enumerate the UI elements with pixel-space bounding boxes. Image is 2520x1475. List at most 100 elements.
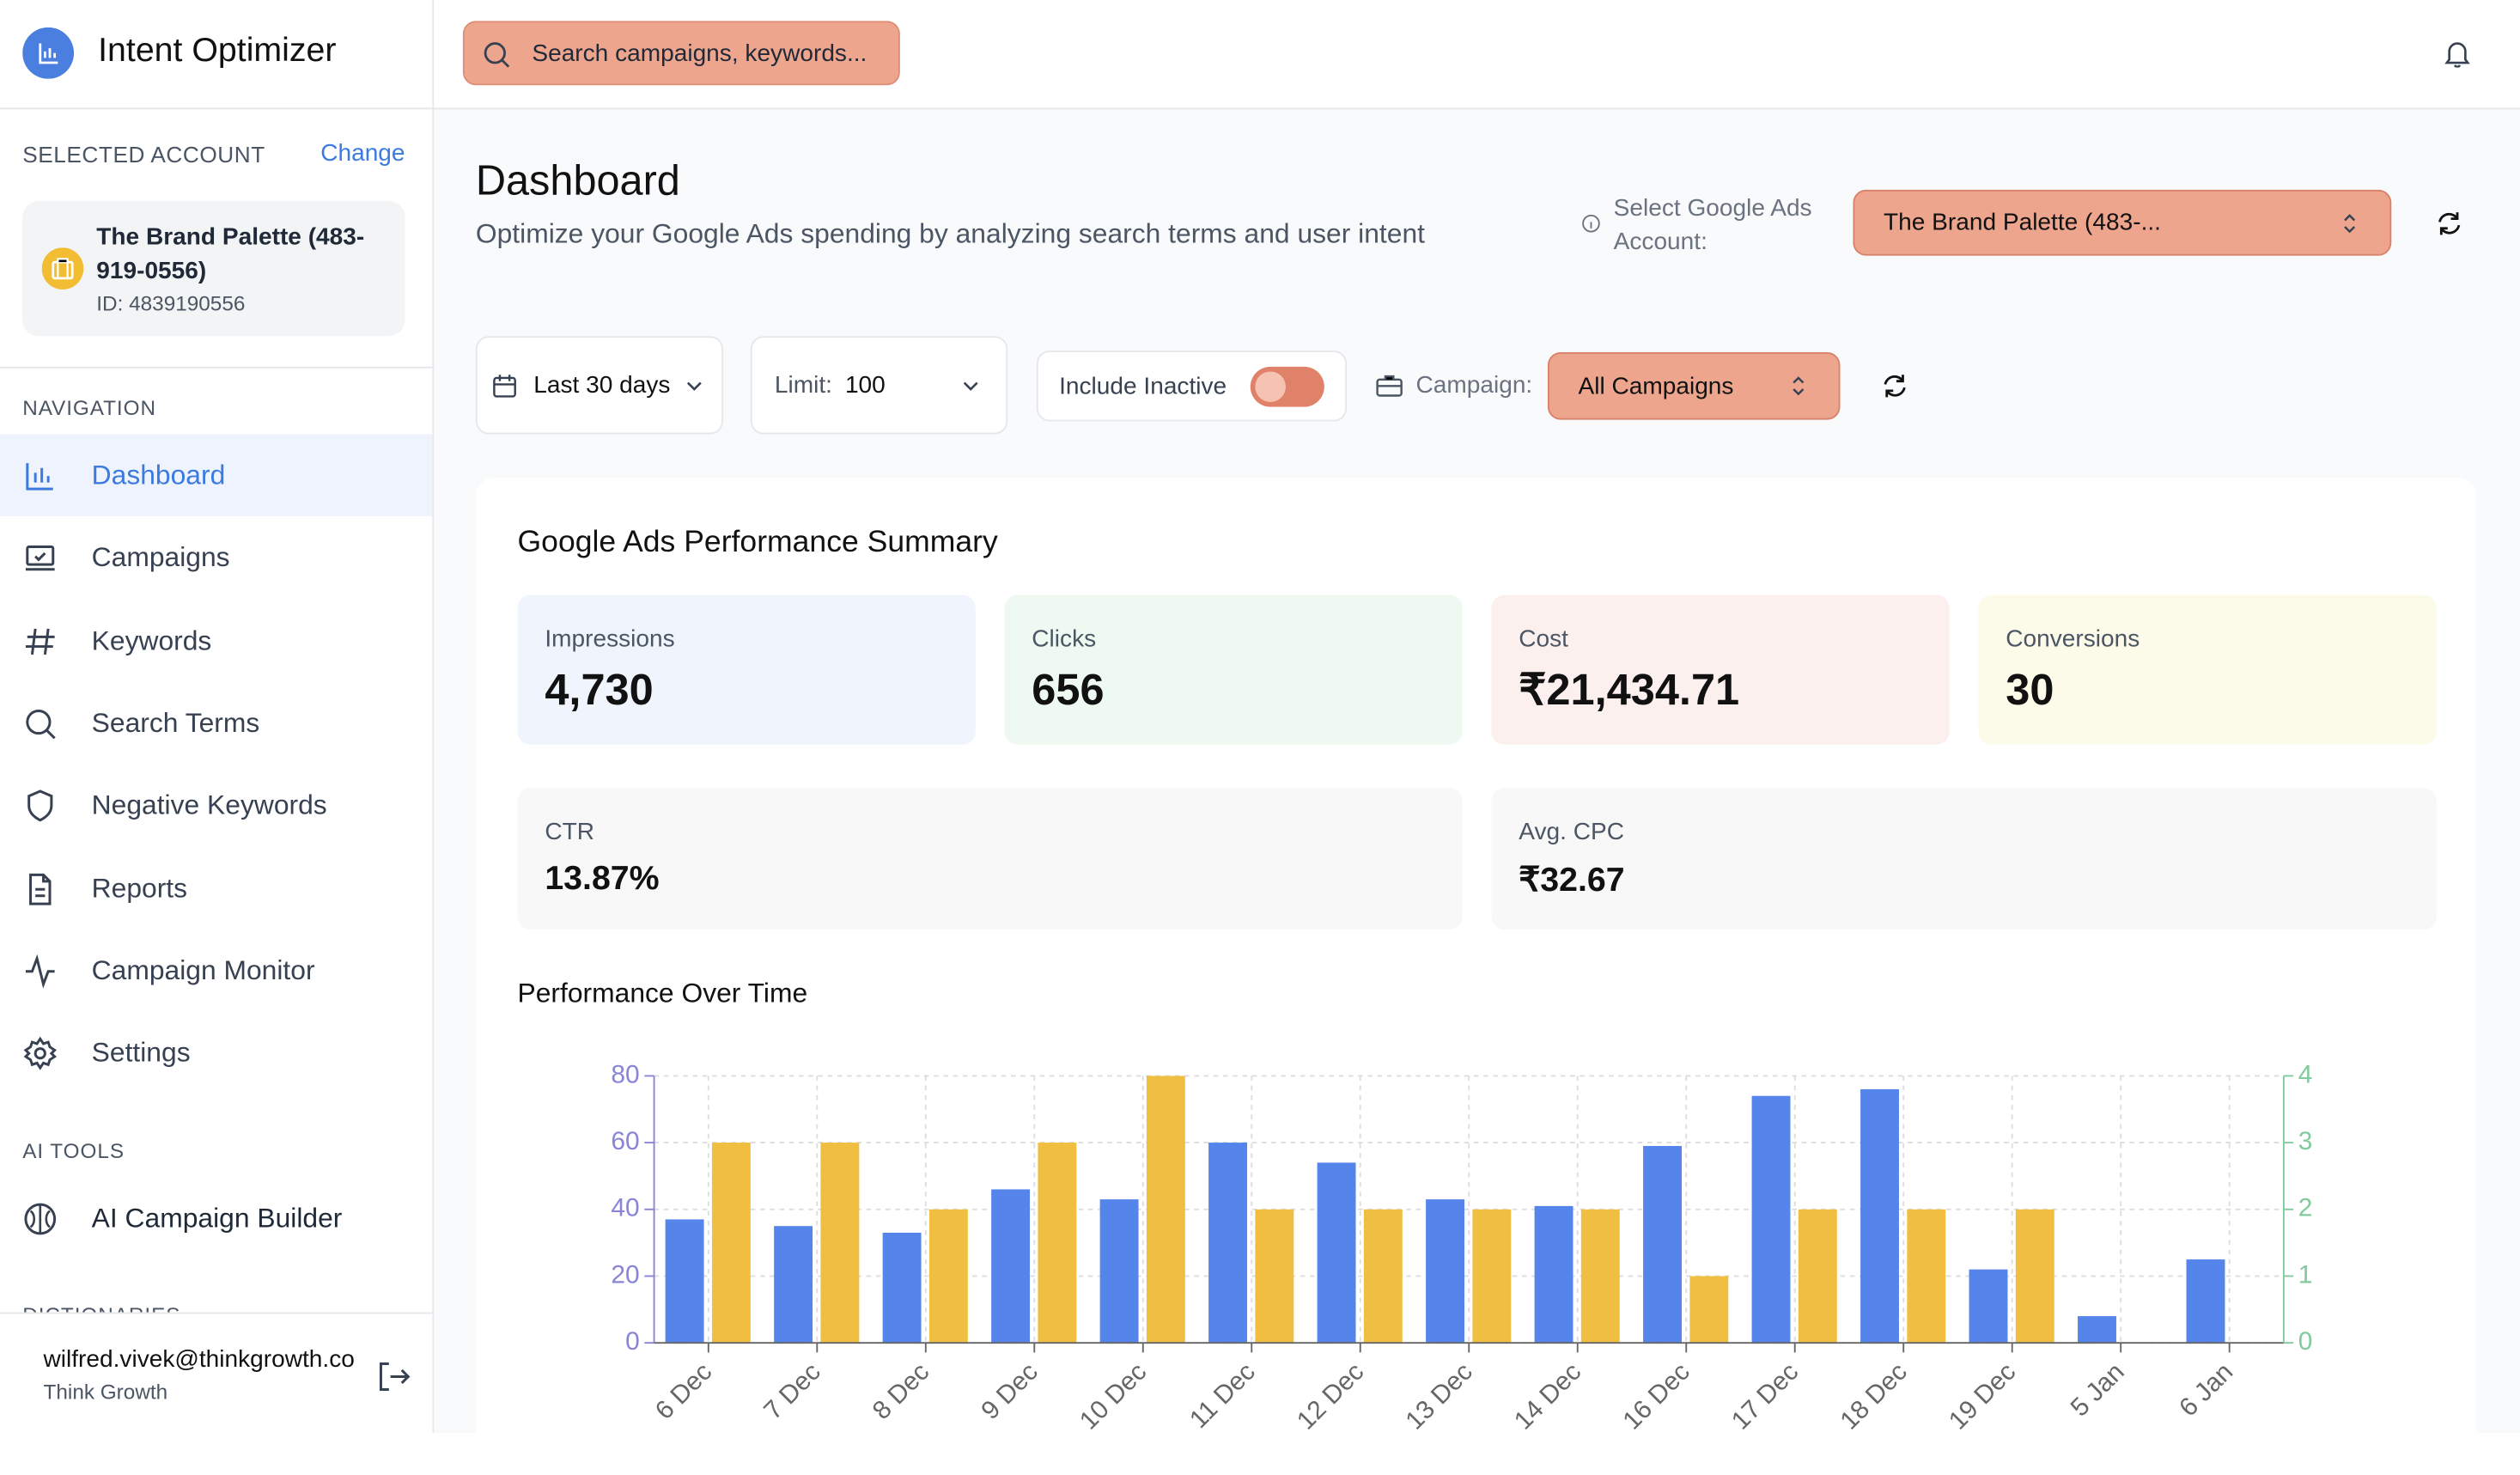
metric-card bbox=[1004, 594, 1463, 745]
y-tick-label: 0 bbox=[625, 1327, 640, 1356]
y-tick-label: 60 bbox=[611, 1127, 639, 1155]
x-tick-label: 17 Dec bbox=[1726, 1357, 1804, 1433]
nav-item[interactable]: Search Terms bbox=[91, 707, 260, 739]
bar bbox=[1038, 1143, 1077, 1344]
x-tick-label: 9 Dec bbox=[976, 1357, 1044, 1425]
chevrons bbox=[1793, 376, 1805, 396]
x-tick-label: 6 Jan bbox=[2174, 1357, 2238, 1422]
rate-value: 13.87% bbox=[545, 860, 660, 898]
nav-icon bbox=[25, 628, 55, 655]
nav-item[interactable]: Campaigns bbox=[91, 542, 230, 574]
nav-item[interactable]: Dashboard bbox=[91, 460, 226, 491]
account-select[interactable]: The Brand Palette (483-... bbox=[1853, 189, 2392, 256]
user-email: wilfred.vivek@thinkgrowth.co bbox=[43, 1345, 355, 1374]
summary-title: Google Ads Performance Summary bbox=[517, 526, 998, 560]
date-range[interactable]: Last 30 days bbox=[475, 336, 724, 435]
nav-icon bbox=[29, 872, 52, 905]
divider bbox=[0, 366, 435, 369]
user-footer bbox=[0, 1312, 433, 1433]
x-tick-label: 6 Dec bbox=[650, 1357, 718, 1425]
x-tick-label: 19 Dec bbox=[1944, 1357, 2021, 1433]
y2-tick-label: 1 bbox=[2298, 1260, 2313, 1289]
metric-label: Clicks bbox=[1032, 625, 1097, 654]
search-icon bbox=[484, 42, 510, 68]
nav-item[interactable]: Reports bbox=[91, 872, 188, 904]
chart-title: Performance Over Time bbox=[517, 978, 808, 1009]
nav-item[interactable]: Settings bbox=[91, 1037, 191, 1069]
logo bbox=[22, 27, 75, 79]
bar bbox=[1099, 1199, 1139, 1344]
bar bbox=[711, 1143, 751, 1344]
bar bbox=[665, 1219, 704, 1344]
account-select-value: The Brand Palette (483-... bbox=[1884, 209, 2161, 237]
metric-card bbox=[517, 594, 976, 745]
account-card[interactable] bbox=[22, 201, 405, 337]
campaign-value: All Campaigns bbox=[1578, 372, 1734, 400]
bar bbox=[1426, 1199, 1465, 1344]
rate-card bbox=[1491, 788, 2437, 930]
nav-icon bbox=[26, 463, 53, 491]
y-tick-label: 40 bbox=[611, 1194, 639, 1222]
nav-item[interactable]: Keywords bbox=[91, 625, 212, 656]
nav-icon bbox=[23, 1036, 57, 1070]
brand-area bbox=[0, 0, 435, 110]
metric-label: Impressions bbox=[545, 625, 675, 654]
account-id: ID: 4839190556 bbox=[96, 290, 246, 315]
x-tick-label: 11 Dec bbox=[1184, 1357, 1261, 1433]
nav-item[interactable]: AI Campaign Builder bbox=[91, 1203, 343, 1234]
x-tick-label: 13 Dec bbox=[1400, 1357, 1477, 1433]
x-tick-label: 16 Dec bbox=[1617, 1357, 1695, 1433]
bar bbox=[1643, 1145, 1682, 1344]
y2-tick-label: 0 bbox=[2298, 1327, 2313, 1356]
y2-tick-label: 3 bbox=[2298, 1127, 2313, 1155]
chart: 0 20 40 60 80 0 1 2 3 4 6 Dec 7 Dec 8 Dec 9 Dec 10 Dec… bbox=[611, 1060, 2313, 1433]
campaign-label: Campaign: bbox=[1415, 371, 1533, 399]
refresh-icon[interactable] bbox=[2435, 209, 2464, 238]
bar bbox=[1860, 1088, 1899, 1344]
bar bbox=[1146, 1076, 1185, 1344]
app-name: Intent Optimizer bbox=[98, 32, 337, 70]
x-tick-label: 12 Dec bbox=[1292, 1357, 1369, 1433]
metric-value: ₹21,434.71 bbox=[1519, 666, 1740, 715]
bar bbox=[991, 1189, 1031, 1344]
bar bbox=[1689, 1276, 1729, 1344]
account-select-label: Select Google Ads Account: bbox=[1613, 194, 1812, 256]
nav-icon bbox=[24, 1203, 57, 1235]
metric-card bbox=[1978, 594, 2437, 745]
bar bbox=[1255, 1209, 1294, 1344]
info-icon bbox=[1582, 214, 1600, 233]
nav-item[interactable]: Negative Keywords bbox=[91, 789, 327, 821]
app: Intent Optimizer SELECTED ACCOUNT Change… bbox=[0, 0, 2520, 1433]
nav-item[interactable]: Campaign Monitor bbox=[91, 954, 315, 986]
bar bbox=[1580, 1209, 1620, 1344]
limit-select[interactable]: Limit: 100 bbox=[750, 336, 1008, 435]
bar bbox=[774, 1226, 813, 1344]
metric-value: 4,730 bbox=[545, 666, 654, 715]
x-tick-label: 18 Dec bbox=[1835, 1357, 1912, 1433]
logout-icon[interactable] bbox=[376, 1359, 411, 1394]
bar bbox=[1317, 1162, 1356, 1344]
x-tick-label: 7 Dec bbox=[758, 1357, 826, 1425]
rate-label: Avg. CPC bbox=[1519, 818, 1624, 846]
bar bbox=[1534, 1205, 1573, 1344]
campaign-select[interactable]: All Campaigns bbox=[1547, 351, 1841, 420]
page-title: Dashboard bbox=[475, 155, 680, 204]
page-subtitle: Optimize your Google Ads spending by ana… bbox=[475, 218, 1425, 250]
refresh-icon[interactable] bbox=[1880, 371, 1909, 400]
bell-icon[interactable] bbox=[2443, 39, 2472, 68]
metric-card bbox=[1491, 594, 1950, 745]
date-range-value: Last 30 days bbox=[533, 371, 671, 399]
toggle[interactable] bbox=[1250, 366, 1324, 407]
x-tick-label: 10 Dec bbox=[1074, 1357, 1152, 1433]
briefcase-icon bbox=[1376, 375, 1403, 397]
change-link[interactable]: Change bbox=[320, 139, 405, 168]
limit-value: 100 bbox=[844, 371, 886, 399]
search-placeholder: Search campaigns, keywords... bbox=[532, 39, 867, 67]
metric-label: Conversions bbox=[2006, 625, 2140, 654]
account-icon bbox=[41, 247, 84, 290]
search-box[interactable]: Search campaigns, keywords... bbox=[462, 21, 900, 86]
chevrons bbox=[2344, 214, 2356, 234]
bar bbox=[1363, 1209, 1403, 1344]
bar bbox=[1907, 1209, 1946, 1344]
account-name: The Brand Palette (483-919-0556) bbox=[96, 223, 365, 285]
